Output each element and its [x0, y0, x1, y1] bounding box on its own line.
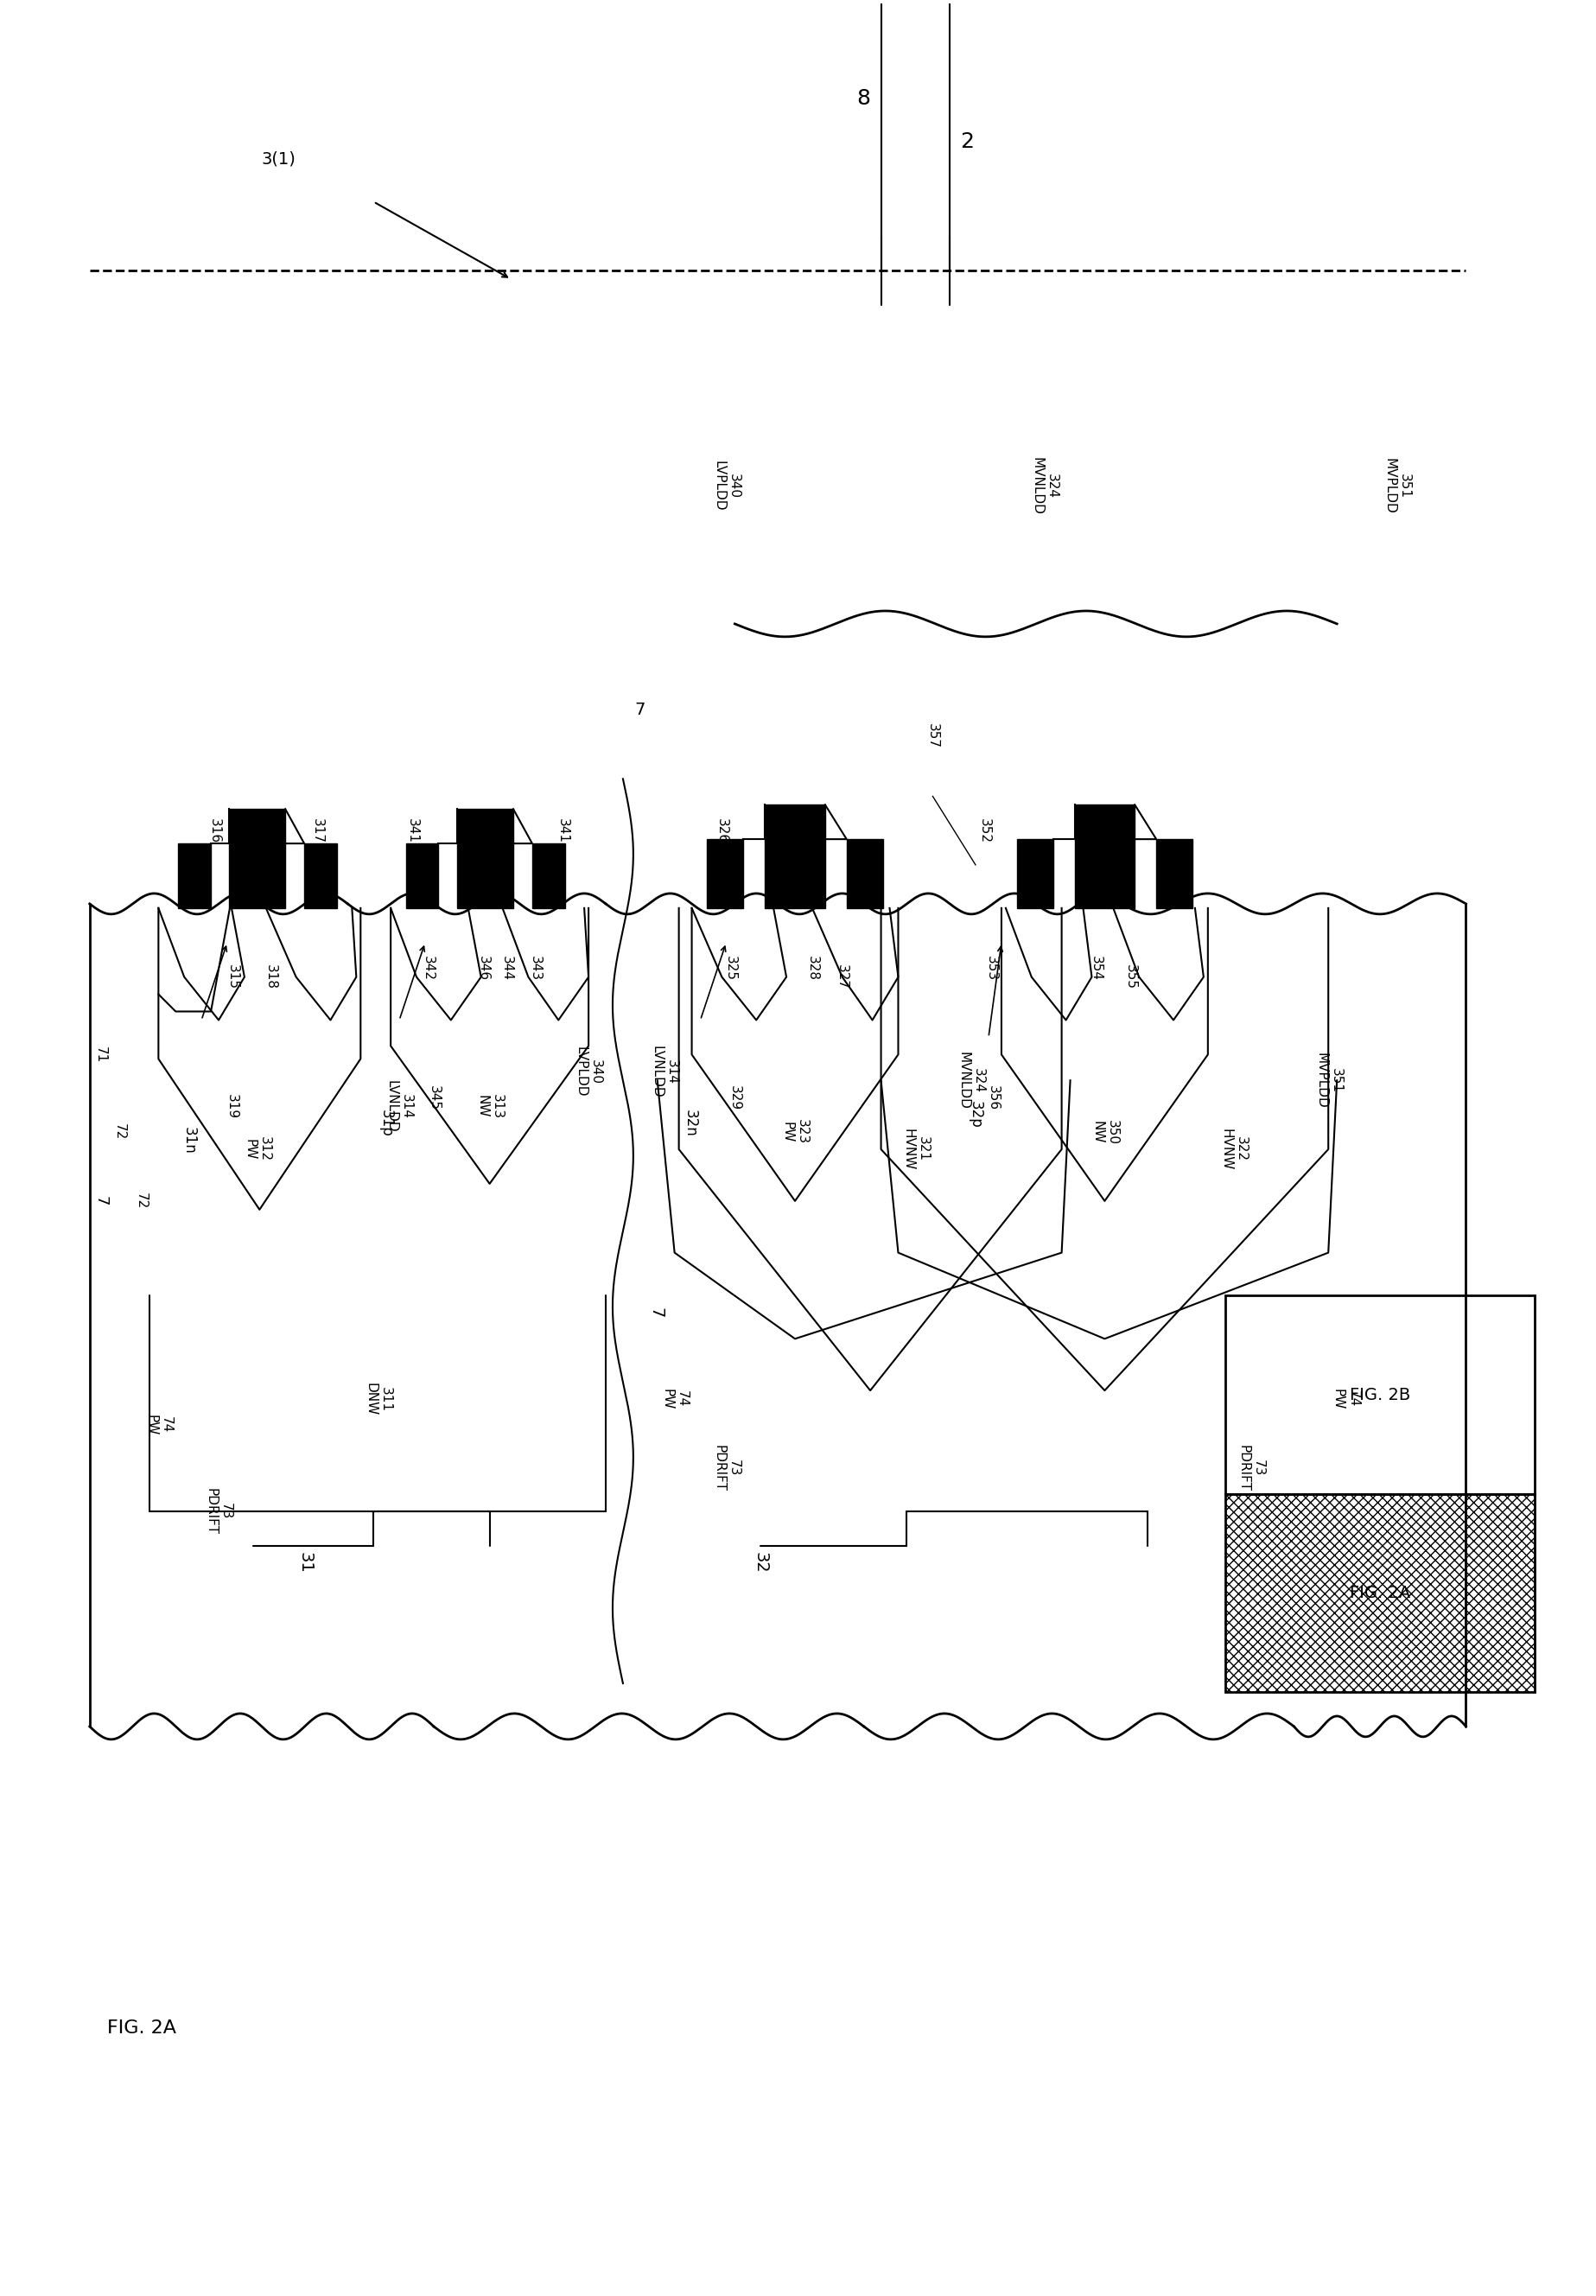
Text: FIG. 2A: FIG. 2A — [1350, 1584, 1411, 1600]
Text: 325: 325 — [725, 955, 737, 980]
Bar — [846, 838, 883, 909]
Text: 31p: 31p — [378, 1109, 394, 1137]
Text: 329: 329 — [728, 1086, 741, 1111]
Text: 71: 71 — [94, 1047, 107, 1063]
Text: 321
HVNW: 321 HVNW — [902, 1127, 929, 1171]
Text: 311
DNW: 311 DNW — [364, 1382, 391, 1417]
Text: FIG. 2B: FIG. 2B — [1350, 1387, 1411, 1403]
Text: 314
LVNLDD: 314 LVNLDD — [650, 1045, 678, 1097]
Text: 314
LVNLDD: 314 LVNLDD — [385, 1079, 413, 1132]
Text: 32: 32 — [752, 1552, 769, 1573]
Text: 326: 326 — [715, 817, 728, 843]
Bar — [1156, 838, 1192, 909]
Text: 341: 341 — [405, 817, 418, 843]
Text: 341: 341 — [557, 817, 570, 843]
Text: 328: 328 — [806, 955, 819, 980]
Text: 74
PW: 74 PW — [145, 1414, 172, 1435]
Text: 74
PW: 74 PW — [1331, 1389, 1360, 1410]
Text: 312
PW: 312 PW — [243, 1137, 271, 1162]
Bar — [1226, 1295, 1535, 1495]
Text: 342: 342 — [421, 955, 434, 980]
Bar — [707, 838, 744, 909]
Bar — [177, 843, 211, 909]
Bar — [764, 804, 825, 909]
Text: 346: 346 — [477, 955, 490, 980]
Text: 356: 356 — [986, 1086, 999, 1111]
Bar — [305, 843, 337, 909]
Text: 319: 319 — [225, 1093, 238, 1118]
Text: 31: 31 — [297, 1552, 313, 1573]
Text: 31n: 31n — [180, 1127, 196, 1155]
Text: 324
MVNLDD: 324 MVNLDD — [1031, 457, 1058, 514]
Text: 322
HVNW: 322 HVNW — [1219, 1127, 1248, 1171]
Text: 357: 357 — [926, 723, 938, 748]
Text: 313
NW: 313 NW — [476, 1093, 504, 1118]
Text: 317: 317 — [311, 817, 324, 843]
Text: 7: 7 — [635, 703, 645, 719]
Text: 344: 344 — [500, 955, 514, 980]
Text: 327: 327 — [836, 964, 849, 990]
Text: 72: 72 — [113, 1123, 126, 1141]
Text: 324
MVNLDD: 324 MVNLDD — [958, 1052, 985, 1109]
Text: 7: 7 — [93, 1196, 109, 1205]
Text: 351
MVPLDD: 351 MVPLDD — [1315, 1052, 1342, 1109]
Text: 352: 352 — [978, 817, 991, 843]
Text: 323
PW: 323 PW — [780, 1120, 809, 1146]
Text: 74
PW: 74 PW — [661, 1389, 688, 1410]
Text: 340
LVPLDD: 340 LVPLDD — [575, 1047, 603, 1097]
Bar — [1074, 804, 1135, 909]
Text: 72: 72 — [134, 1192, 148, 1210]
Text: 355: 355 — [1124, 964, 1136, 990]
Bar — [1226, 1495, 1535, 1692]
Bar — [531, 843, 565, 909]
Bar — [405, 843, 439, 909]
Text: 7: 7 — [648, 1309, 664, 1318]
Text: 351
MVPLDD: 351 MVPLDD — [1384, 457, 1411, 514]
Bar — [230, 808, 286, 909]
Text: 343: 343 — [528, 955, 541, 980]
Text: 340
LVPLDD: 340 LVPLDD — [712, 461, 741, 512]
Text: FIG. 2A: FIG. 2A — [107, 2018, 176, 2037]
Text: 32n: 32n — [681, 1109, 697, 1137]
Bar — [458, 808, 514, 909]
Bar — [1017, 838, 1053, 909]
Text: 73
PDRIFT: 73 PDRIFT — [204, 1488, 233, 1534]
Text: 353: 353 — [985, 955, 998, 980]
Text: 315: 315 — [227, 964, 239, 990]
Text: 2: 2 — [961, 131, 974, 152]
Text: 350
NW: 350 NW — [1090, 1120, 1119, 1146]
Text: 8: 8 — [857, 87, 871, 108]
Text: 73
PDRIFT: 73 PDRIFT — [712, 1444, 741, 1492]
Text: 316: 316 — [207, 817, 220, 843]
Text: 73
PDRIFT: 73 PDRIFT — [1237, 1444, 1266, 1492]
Text: 3(1): 3(1) — [262, 152, 297, 168]
Text: 354: 354 — [1090, 955, 1103, 980]
Text: 318: 318 — [265, 964, 278, 990]
Text: 32p: 32p — [967, 1102, 983, 1130]
Text: 345: 345 — [428, 1086, 440, 1111]
